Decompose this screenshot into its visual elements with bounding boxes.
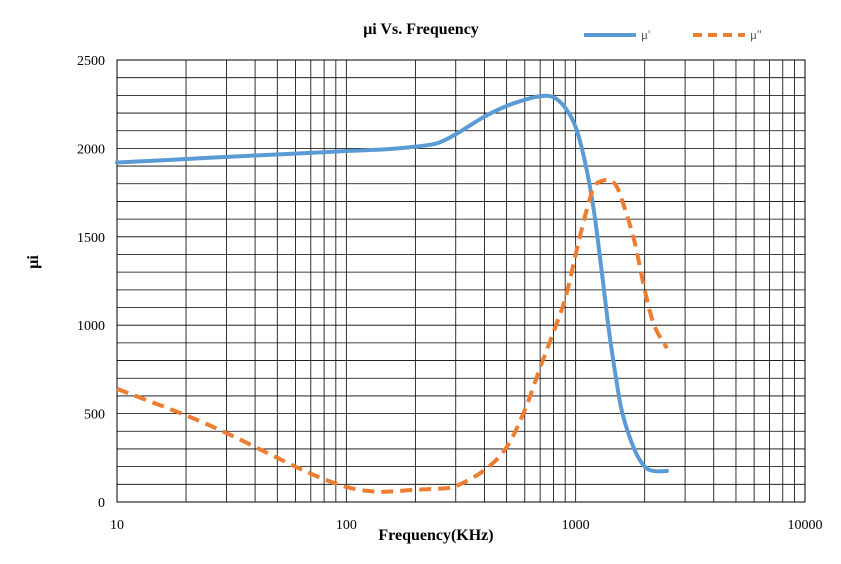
y-axis-title: μi (25, 255, 42, 269)
y-tick-label: 0 (98, 496, 105, 511)
x-tick-label: 10000 (788, 518, 823, 533)
y-axis-ticks: 0 500 1000 1500 2000 2500 (77, 54, 105, 511)
legend: μ' μ'' (584, 27, 762, 42)
y-tick-label: 1500 (77, 231, 105, 246)
legend-label-mu-double-prime: μ'' (750, 27, 762, 42)
chart-title: μi Vs. Frequency (363, 21, 479, 38)
x-axis-ticks: 10 100 1000 10000 (110, 518, 823, 533)
y-tick-label: 500 (84, 408, 105, 423)
y-tick-label: 1000 (77, 319, 105, 334)
y-tick-label: 2500 (77, 54, 105, 69)
y-tick-label: 2000 (77, 142, 105, 157)
series-line-mu-prime (115, 93, 669, 474)
grid (116, 59, 805, 503)
series-line-mu-double-prime (116, 177, 669, 494)
x-tick-label: 10 (110, 518, 124, 533)
x-tick-label: 100 (336, 518, 357, 533)
x-axis-title: Frequency(KHz) (378, 527, 493, 544)
plot-frame (116, 59, 806, 503)
legend-label-mu-prime: μ' (641, 27, 650, 42)
x-tick-label: 1000 (562, 518, 590, 533)
series-layer (115, 93, 669, 494)
